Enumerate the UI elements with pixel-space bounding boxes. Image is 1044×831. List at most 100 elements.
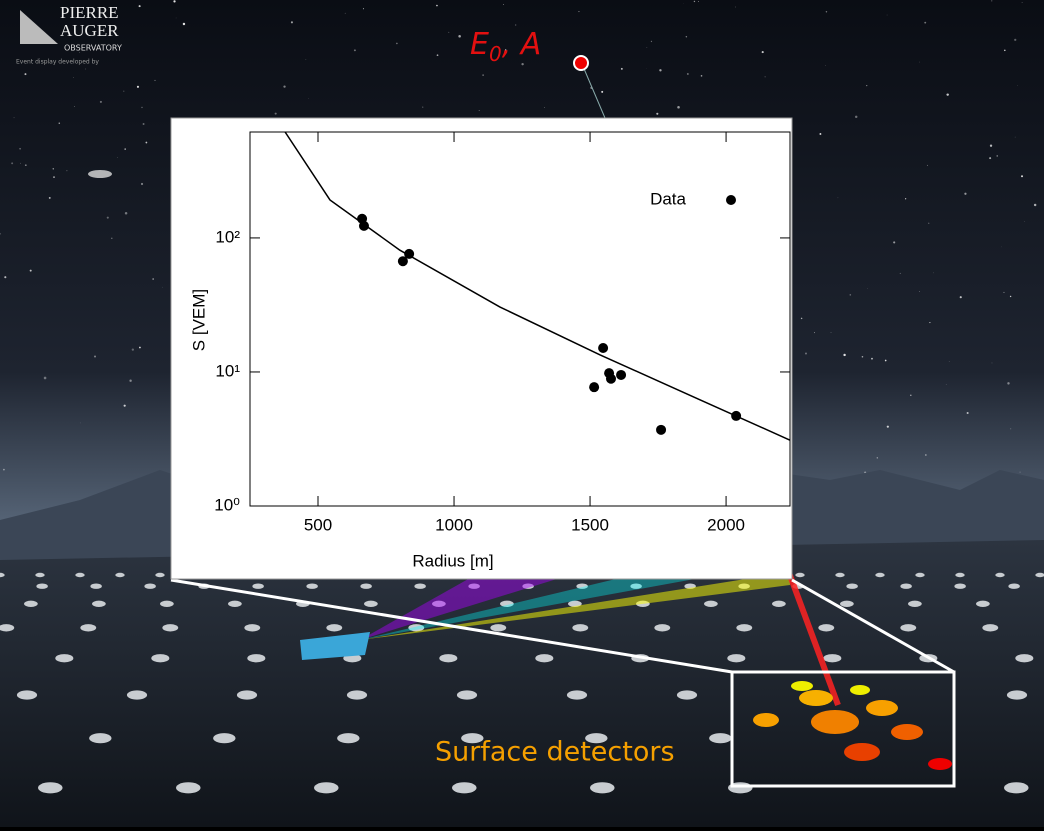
star [855,116,857,118]
star [503,4,504,5]
star [85,69,86,70]
star [990,145,992,147]
star [677,106,680,109]
star [578,11,579,12]
star [345,13,346,14]
detector-tank [875,573,884,577]
detector-tank [835,573,844,577]
y-tick-label: 10⁰ [214,495,240,514]
scene: E0, A Surface detectors PIERRE AUGER OBS… [0,0,1044,827]
star [124,405,126,407]
star [173,0,175,2]
star [143,123,145,125]
star [928,223,929,224]
star [1017,85,1018,86]
star [137,86,139,88]
detector-tank [36,584,48,589]
detector-tank [162,624,178,631]
star [927,165,928,166]
star [141,107,142,108]
star [139,347,141,349]
detector-tank [976,601,990,607]
detector-tank [1004,782,1029,793]
star [24,73,26,75]
y-axis-label: S [VEM] [189,289,208,351]
page: E0, A Surface detectors PIERRE AUGER OBS… [0,0,1044,827]
detector-tank [244,624,260,631]
star [132,349,134,351]
detector-tank [452,782,477,793]
star [162,287,163,288]
star [422,107,423,108]
star [59,123,60,124]
star [885,360,887,362]
star [893,241,895,243]
star [933,273,934,274]
star [887,426,889,428]
star [946,384,947,385]
star [20,163,21,164]
x-tick-label: 2000 [707,515,745,534]
detector-tank [38,782,63,793]
star [482,74,483,75]
detector-tank [654,624,670,631]
star [4,276,6,278]
star [656,113,658,115]
detector-tank [414,584,426,589]
star [291,21,293,23]
detector-tank [127,690,147,699]
star [544,107,545,108]
star [306,59,307,60]
star [831,332,832,333]
detector-tank [337,733,359,743]
detector-tank [1015,654,1033,662]
star [53,168,54,169]
detector-tank [55,654,73,662]
star [687,73,689,75]
detector-tank [677,690,697,699]
detector-tank [490,624,506,631]
star [94,355,96,357]
detector-tank [326,624,342,631]
primary-marker [574,56,588,70]
star [989,157,991,159]
detector-tank [314,782,339,793]
star [850,294,852,296]
star [479,110,480,111]
star [826,11,827,12]
star [621,68,623,70]
star [1015,137,1016,138]
star [436,5,438,7]
star [1003,292,1004,293]
detector-tank [818,624,834,631]
star [1010,296,1011,297]
detector-tank [954,584,966,589]
data-point [731,411,741,421]
detector-tank [772,601,786,607]
detector-tank [75,573,84,577]
star [900,273,901,274]
star [354,49,356,51]
detector-tank [795,573,804,577]
detector-tank [908,601,922,607]
detector-tank [80,624,96,631]
detector-tank [115,573,124,577]
legend-label: Data [650,189,686,208]
star [44,377,47,380]
star [107,217,109,219]
data-point [616,370,626,380]
detector-tank [982,624,998,631]
x-tick-label: 500 [304,515,332,534]
detector-tank [900,584,912,589]
detector-tank [736,624,752,631]
chart-panel [171,118,792,579]
x-tick-label: 1500 [571,515,609,534]
star [66,170,67,171]
star [647,47,648,48]
star [124,148,125,149]
x-tick-label: 1000 [435,515,473,534]
star [919,62,920,63]
star [659,69,661,71]
detector-tank [155,573,164,577]
star [19,148,21,150]
